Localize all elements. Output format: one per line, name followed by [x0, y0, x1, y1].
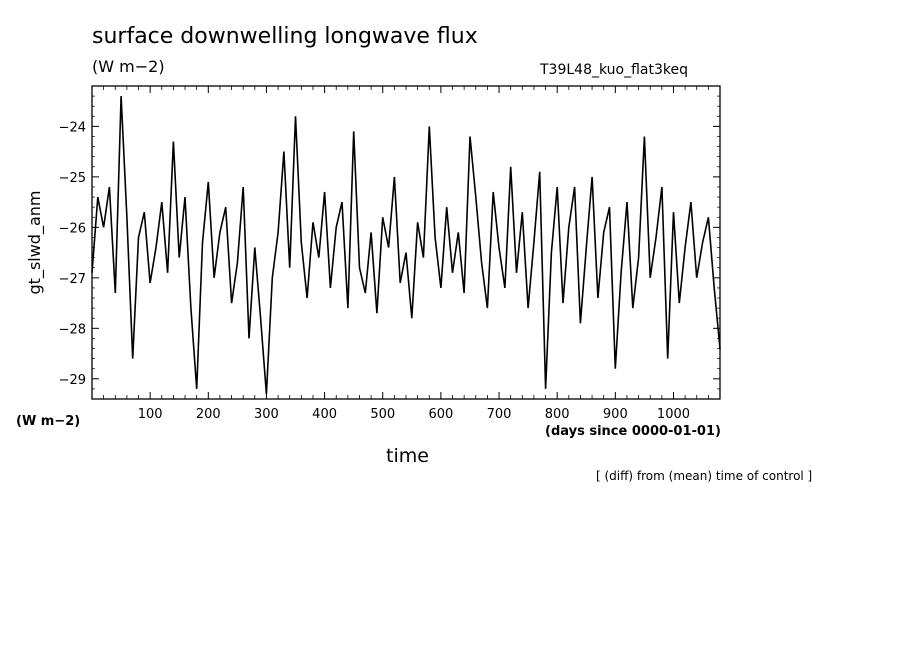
x-tick-label: 400 — [312, 407, 337, 422]
x-units-label: (days since 0000-01-01) — [545, 424, 721, 439]
x-tick-label: 800 — [545, 407, 570, 422]
y-tick-label: −28 — [59, 322, 86, 337]
y-axis-label: gt_slwd_anm — [25, 191, 45, 295]
x-tick-label: 900 — [603, 407, 628, 422]
x-tick-label: 700 — [487, 407, 512, 422]
x-axis-label: time — [386, 445, 429, 467]
y-tick-label: −25 — [59, 171, 86, 186]
y-tick-label: −27 — [59, 272, 86, 287]
x-tick-label: 100 — [138, 407, 163, 422]
y-tick-label: −24 — [59, 120, 86, 135]
x-tick-label: 500 — [370, 407, 395, 422]
y-tick-label: −26 — [59, 221, 86, 236]
run-label: T39L48_kuo_flat3keq — [540, 62, 688, 78]
y-tick-label: −29 — [59, 373, 86, 388]
units-label: (W m−2) — [92, 57, 165, 76]
x-tick-label: 200 — [196, 407, 221, 422]
x-tick-label: 1000 — [657, 407, 690, 422]
chart-title: surface downwelling longwave flux — [92, 24, 478, 49]
x-tick-label: 600 — [428, 407, 453, 422]
x-tick-label: 300 — [254, 407, 279, 422]
series-line — [91, 96, 721, 395]
bottom-units-label: (W m−2) — [16, 414, 81, 429]
footnote: [ (diff) from (mean) time of control ] — [596, 469, 813, 483]
plot-frame — [91, 85, 721, 400]
